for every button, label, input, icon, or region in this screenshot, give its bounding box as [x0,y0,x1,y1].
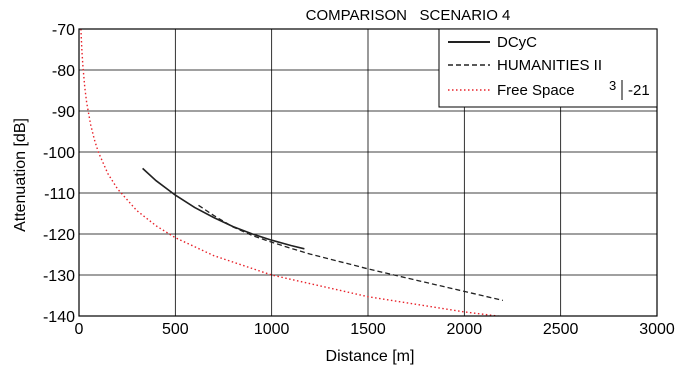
legend-free-space-superscript: 3 [609,78,616,93]
series-line-free-space [80,29,504,316]
x-tick-label: 500 [162,321,189,338]
y-tick-label: -110 [44,186,75,203]
x-tick-label: 2000 [447,321,483,338]
x-tick-label: 1500 [350,321,386,338]
y-tick-label: -130 [43,268,75,285]
chart-title: COMPARISON SCENARIO 4 [306,7,511,24]
y-tick-label: -140 [43,309,75,326]
y-tick-label: -90 [52,104,75,121]
series-line-dcyc [142,167,305,250]
x-tick-label: 1000 [254,321,290,338]
x-tick-label: 0 [75,321,84,338]
y-tick-label: -70 [52,22,75,39]
plot-frame [78,28,658,317]
y-tick-label: -80 [52,63,75,80]
x-tick-label: 2500 [543,321,579,338]
y-axis-title: Attenuation [dB] [12,118,29,232]
legend-label-humanities: HUMANITIES II [497,57,602,74]
series-line-humanities [198,204,504,302]
y-tick-label: -120 [43,227,75,244]
legend: DCyC HUMANITIES II Free Space 3 -21 [438,28,658,108]
x-tick-label: 3000 [639,321,675,338]
x-axis-title: Distance [m] [326,348,415,365]
tick-labels: 0 500 1000 1500 2000 2500 3000 -70 -80 -90 -100 -11… [43,22,675,338]
series-lines [80,29,504,316]
legend-free-space-suffix: -21 [628,82,650,99]
y-tick-label: -100 [43,145,75,162]
legend-label-free-space: Free Space [497,82,579,99]
legend-label-dcyc: DCyC [497,34,537,51]
